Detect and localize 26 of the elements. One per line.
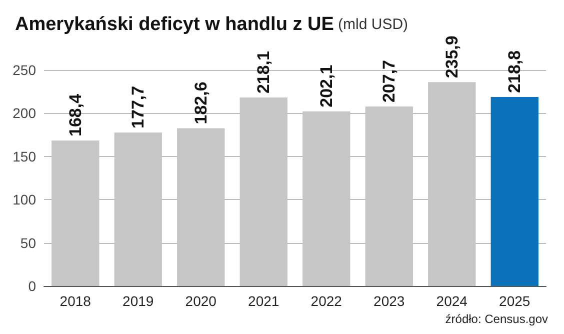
y-tick-label: 250 [12,62,36,78]
bar [490,96,538,286]
x-tick-label: 2018 [60,293,92,309]
data-label: 207,7 [380,60,399,103]
x-tick-label: 2020 [185,293,217,309]
data-label: 168,4 [66,93,85,136]
x-tick-label: 2022 [310,293,342,309]
y-tick-label: 50 [20,234,36,251]
y-tick-label: 100 [12,192,36,208]
data-label: 235,9 [442,36,462,78]
data-label: 177,7 [128,86,148,128]
y-tick-label: 0 [28,278,36,294]
x-tick-label: 2023 [374,293,405,309]
y-tick-label: 150 [12,148,36,164]
chart-title: Amerykański deficyt w handlu z UE [15,14,334,35]
data-label: 218,8 [505,50,524,93]
x-tick-label: 2024 [436,293,468,309]
y-tick-label: 200 [12,105,36,122]
x-tick-label: 2021 [248,293,280,309]
chart-subtitle: (mld USD) [334,16,408,33]
data-label: 218,1 [254,51,274,94]
x-tick-label: 2025 [499,293,530,309]
data-label: 202,1 [316,64,336,108]
data-label: 182,6 [191,82,210,124]
text: źródło: Census.gov [445,312,548,326]
x-tick-label: 2019 [122,293,154,309]
